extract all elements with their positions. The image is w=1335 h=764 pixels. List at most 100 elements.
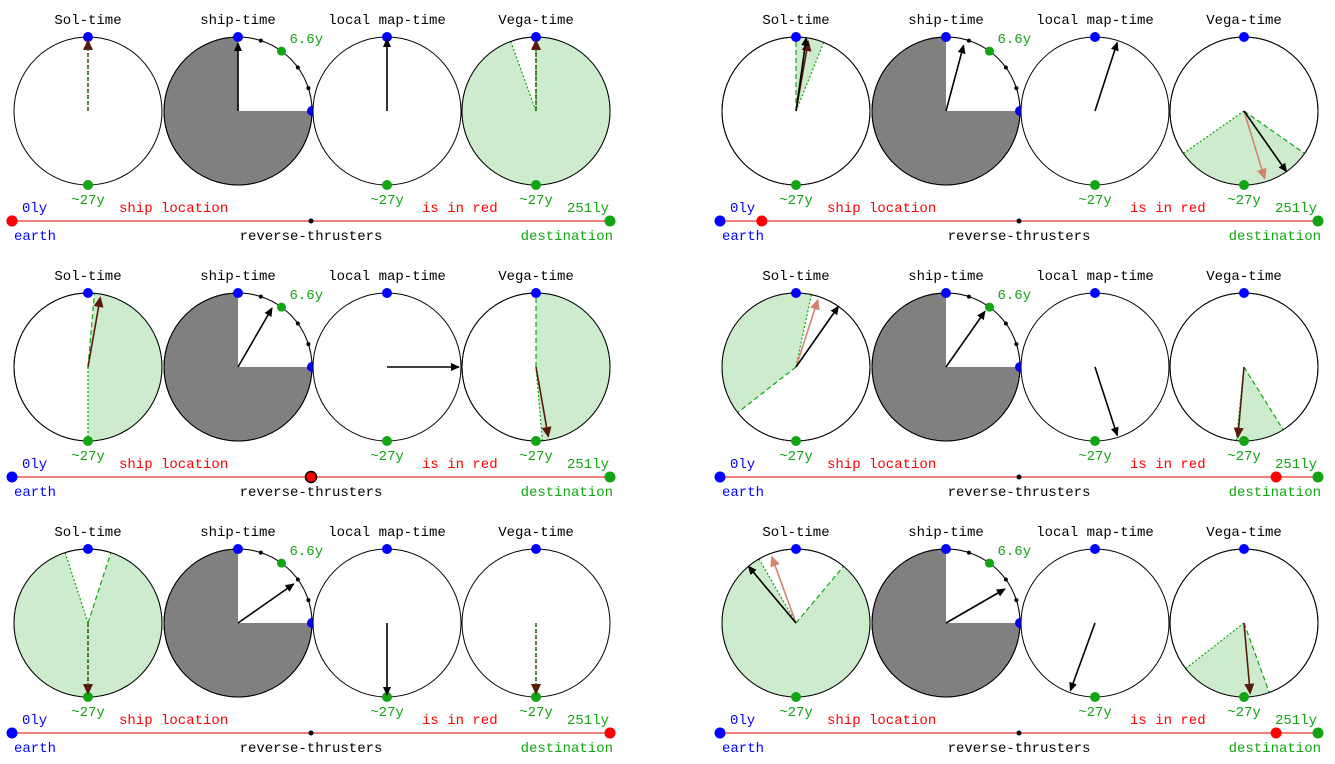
start-distance-label: 0ly	[730, 201, 755, 217]
clock-panel-1: Sol-time ship-time local map-time Vega-time…	[6, 13, 616, 245]
ship-max-label: 6.6y	[289, 32, 323, 48]
reverse-thrusters-label: reverse-thrusters	[240, 741, 383, 757]
local-clock-top-marker	[382, 544, 392, 554]
ship-max-marker	[276, 558, 286, 568]
view-wedge-edge	[758, 558, 797, 624]
earth-label: earth	[722, 485, 764, 501]
reverse-thrusters-label: reverse-thrusters	[948, 229, 1091, 245]
ship-start-marker	[233, 32, 243, 42]
start-distance-label: 0ly	[730, 457, 755, 473]
legend-is-in-red: is in red	[1130, 713, 1206, 729]
vega-view-wedge	[536, 293, 611, 441]
end-distance-label: 251ly	[1275, 713, 1317, 729]
clock-title-1: Sol-time	[54, 525, 121, 541]
destination-marker	[1312, 471, 1324, 483]
earth-label: earth	[14, 229, 56, 245]
clock-panel-6: Sol-time ship-time local map-time Vega-time…	[714, 525, 1324, 757]
local-clock-max-label: ~27y	[370, 193, 404, 209]
ship-max-label: 6.6y	[997, 288, 1031, 304]
sol-clock-top-marker	[83, 288, 93, 298]
ship-max-marker	[276, 302, 286, 312]
vega-clock-bottom-marker	[1239, 692, 1249, 702]
earth-label: earth	[722, 741, 764, 757]
ship-max-marker	[276, 46, 286, 56]
vega-clock: ~27y	[1169, 32, 1319, 209]
destination-label: destination	[1229, 741, 1321, 757]
ship-tick-dot	[306, 598, 311, 603]
ship-start-marker	[941, 544, 951, 554]
vega-clock-max-label: ~27y	[519, 193, 553, 209]
vega-clock-bottom-marker	[531, 436, 541, 446]
ship-clock: 6.6y	[871, 32, 1031, 186]
ship-clock-hand	[945, 310, 986, 368]
sol-clock: ~27y	[721, 32, 871, 209]
sol-view-wedge	[722, 293, 812, 413]
local-clock-top-marker	[1090, 32, 1100, 42]
ship-location-marker	[1270, 727, 1282, 739]
ship-clock-pie	[946, 549, 1020, 623]
sol-view-wedge	[796, 37, 824, 111]
sol-apparent-hand	[795, 298, 820, 368]
legend-ship-location: ship location	[119, 713, 228, 729]
sol-clock: ~27y	[13, 288, 163, 465]
local-clock: ~27y	[312, 288, 462, 465]
local-clock-max-label: ~27y	[370, 705, 404, 721]
clock-title-4: Vega-time	[1206, 13, 1282, 29]
ship-tick-dot	[1003, 577, 1008, 582]
sol-view-wedge	[88, 293, 163, 441]
sol-seen-hand	[87, 296, 104, 368]
vega-clock: ~27y	[461, 32, 611, 209]
ship-max-label: 6.6y	[997, 544, 1031, 560]
ship-tick-dot	[966, 550, 971, 555]
local-clock-top-marker	[382, 288, 392, 298]
ship-tick-dot	[295, 321, 300, 326]
clock-title-3: local map-time	[1036, 269, 1154, 285]
legend-is-in-red: is in red	[1130, 457, 1206, 473]
clock-panel-2: Sol-time ship-time local map-time Vega-time…	[714, 13, 1324, 245]
clock-panel-3: Sol-time ship-time local map-time Vega-time…	[6, 269, 616, 501]
ship-location-marker	[6, 215, 18, 227]
vega-clock-top-marker	[1239, 288, 1249, 298]
legend-ship-location: ship location	[827, 201, 936, 217]
clock-title-3: local map-time	[328, 13, 446, 29]
ship-clock-hand	[945, 44, 966, 112]
earth-marker	[6, 727, 18, 739]
clock-title-1: Sol-time	[762, 13, 829, 29]
ship-clock-pie	[946, 293, 1020, 367]
clock-title-4: Vega-time	[498, 269, 574, 285]
ship-location-marker	[604, 727, 616, 739]
earth-marker	[6, 471, 18, 483]
vega-clock-bottom-marker	[1239, 436, 1249, 446]
ship-location-marker	[1270, 471, 1282, 483]
view-wedge-edge	[1183, 110, 1245, 154]
reverse-thrusters-label: reverse-thrusters	[240, 229, 383, 245]
destination-label: destination	[1229, 229, 1321, 245]
sol-clock: ~27y	[13, 32, 163, 209]
sol-clock-top-marker	[791, 544, 801, 554]
vega-clock-max-label: ~27y	[519, 449, 553, 465]
vega-seen-hand	[1243, 622, 1255, 695]
destination-label: destination	[1229, 485, 1321, 501]
view-wedge-edge	[64, 552, 89, 624]
clock-title-2: ship-time	[200, 13, 276, 29]
sol-clock-max-label: ~27y	[71, 705, 105, 721]
view-wedge-edge	[1185, 622, 1245, 670]
legend-is-in-red: is in red	[422, 713, 498, 729]
sol-clock-max-label: ~27y	[779, 449, 813, 465]
destination-label: destination	[521, 229, 613, 245]
midpoint-marker	[308, 730, 314, 736]
ship-start-marker	[233, 544, 243, 554]
clock-title-2: ship-time	[908, 525, 984, 541]
clock-title-3: local map-time	[328, 525, 446, 541]
ship-tick-dot	[258, 294, 263, 299]
ship-tick-dot	[1014, 342, 1019, 347]
ship-location-marker	[756, 215, 768, 227]
midpoint-marker	[1016, 474, 1022, 480]
ship-tick-dot	[1003, 321, 1008, 326]
sol-actual-hand	[747, 565, 797, 624]
vega-clock-top-marker	[531, 32, 541, 42]
sol-clock-bottom-marker	[83, 692, 93, 702]
sol-view-wedge	[722, 558, 870, 697]
view-wedge-edge	[795, 565, 845, 624]
view-wedge-edge	[737, 366, 797, 414]
